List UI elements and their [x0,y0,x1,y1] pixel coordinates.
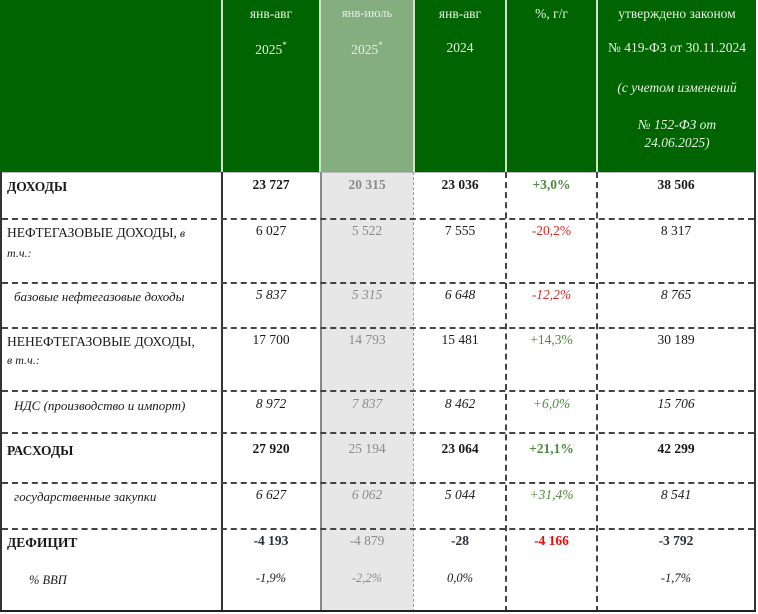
header-year: 2024 [446,40,474,55]
grid-line [221,172,223,612]
header-law-line2: № 419-ФЗ от 30.11.2024 [608,40,746,55]
cell-law: 38 506 [657,177,695,192]
cell-value: 0,0% [446,571,474,585]
grid-line [596,172,598,612]
cell-yoy: -20,2% [531,223,572,238]
header-year: 2025* [255,40,287,57]
cell-law: 8 765 [660,287,692,302]
header-period: янв-авг [249,6,293,21]
grid-line [0,172,2,612]
cell-value: 7 837 [351,396,383,411]
header-period: янв-июль [341,6,393,20]
row-label-vat: НДС (производство и импорт) [14,398,186,413]
cell-law: -1,7% [660,571,692,585]
cell-value: -2,2% [351,571,383,585]
cell-value: -28 [451,533,469,548]
highlight-column-bg [321,172,413,612]
row-label-non-oil-gas-revenues: НЕНЕФТЕГАЗОВЫЕ ДОХОДЫ, в т.ч.: [7,334,195,367]
header-law-line1: утверждено законом [618,6,736,21]
table-bottom-border [0,610,756,612]
cell-law: 30 189 [657,332,695,347]
header-divider [505,0,507,172]
header-divider [596,0,598,172]
header-law-line4: № 152-ФЗ от 24.06.2025) [637,117,717,150]
cell-value: 25 194 [348,441,386,456]
cell-value: 6 027 [255,223,287,238]
cell-value: 6 062 [351,487,383,502]
grid-line [754,172,756,612]
cell-law: 8 541 [660,487,692,502]
header-law-line3: (с учетом изменений [617,80,737,95]
row-divider [2,218,754,220]
cell-value: 23 064 [441,441,479,456]
row-label-gdp-share: % ВВП [29,573,67,587]
cell-law: 15 706 [657,396,695,411]
header-yoy-percent: %, г/г [507,0,596,172]
grid-line [413,172,414,612]
header-jan-jul-2025: янв-июль 2025* [321,0,413,172]
cell-law: -3 792 [658,533,694,548]
cell-law: 8 317 [660,223,692,238]
cell-value: 5 522 [351,223,383,238]
header-bottom-line [0,172,756,173]
cell-value: 5 044 [444,487,476,502]
row-label-base-oil-gas: базовые нефтегазовые доходы [14,289,185,304]
cell-value: 20 315 [348,177,386,192]
cell-value: -1,9% [255,571,287,585]
cell-law: 42 299 [657,441,695,456]
cell-value: 23 727 [252,177,290,192]
cell-value: 8 462 [444,396,476,411]
cell-value: 6 627 [255,487,287,502]
cell-value: 5 837 [255,287,287,302]
row-divider [2,432,754,434]
header-label-cell [0,0,221,172]
header-year: 2025* [351,40,383,57]
header-divider [319,0,321,172]
cell-value: 23 036 [441,177,479,192]
cell-value: -4 193 [253,533,289,548]
row-label-oil-gas-revenues: НЕФТЕГАЗОВЫЕ ДОХОДЫ, в т.ч.: [7,225,186,260]
cell-value: 14 793 [348,332,386,347]
header-jan-aug-2025: янв-авг 2025* [223,0,319,172]
header-yoy-label: %, г/г [535,6,568,21]
row-label-revenues: ДОХОДЫ [7,179,68,194]
grid-line [320,172,322,612]
grid-line [505,172,507,612]
cell-yoy: +14,3% [530,332,573,347]
cell-yoy: +21,1% [529,441,574,456]
row-divider [2,282,754,284]
row-label-public-procurement: государственные закупки [14,489,157,504]
cell-value: 15 481 [441,332,479,347]
header-divider [221,0,223,172]
cell-value: 8 972 [255,396,287,411]
cell-value: 5 315 [351,287,383,302]
cell-yoy: -4 166 [534,533,569,548]
row-divider [2,390,754,392]
header-jan-aug-2024: янв-авг 2024 [415,0,505,172]
cell-yoy: -12,2% [531,287,572,302]
row-divider [2,327,754,329]
row-divider [2,528,754,530]
cell-value: 6 648 [444,287,476,302]
cell-value: -4 879 [349,533,385,548]
cell-value: 27 920 [252,441,290,456]
cell-yoy: +6,0% [532,396,571,411]
cell-value: 7 555 [444,223,476,238]
row-label-expenditures: РАСХОДЫ [7,443,74,458]
row-label-deficit: ДЕФИЦИТ [7,535,78,550]
header-divider [413,0,415,172]
cell-yoy: +3,0% [532,177,571,192]
header-approved-by-law: утверждено законом № 419-ФЗ от 30.11.202… [598,0,756,172]
row-divider [2,482,754,484]
cell-yoy: +31,4% [529,487,574,502]
cell-value: 17 700 [252,332,290,347]
header-period: янв-авг [438,6,482,21]
